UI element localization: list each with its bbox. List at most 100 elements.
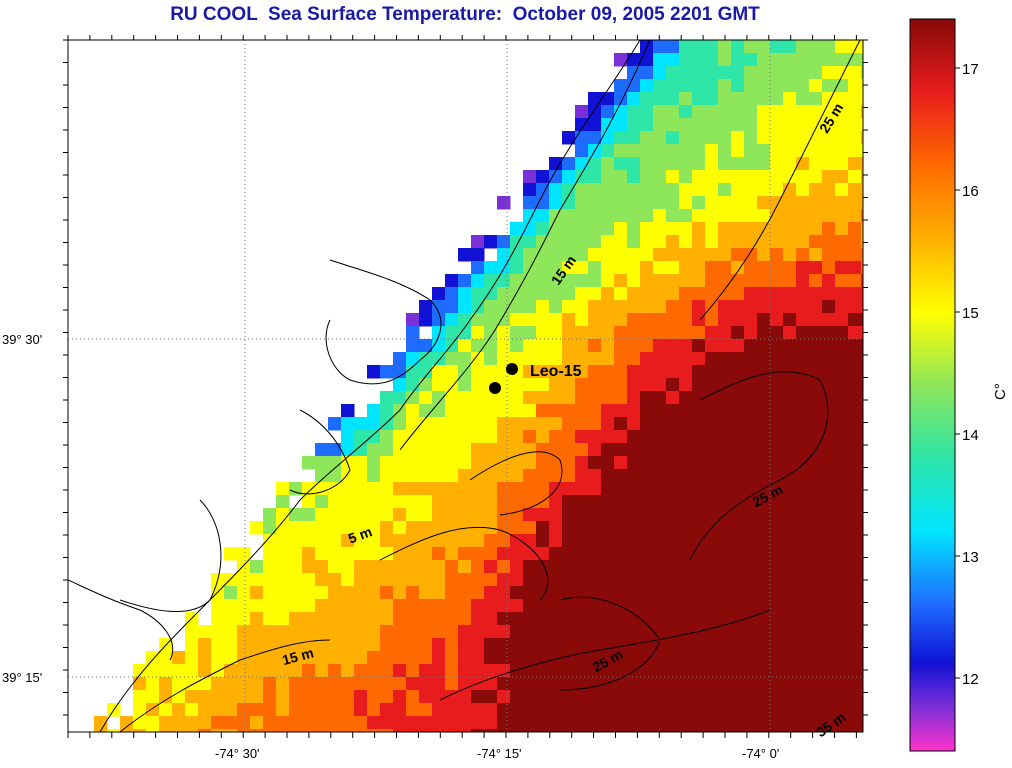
- sst-pixel: [770, 157, 784, 171]
- sst-pixel: [822, 66, 836, 80]
- sst-pixel: [172, 690, 186, 704]
- sst-pixel: [601, 105, 615, 119]
- sst-pixel: [614, 573, 628, 587]
- sst-pixel: [575, 209, 589, 223]
- sst-pixel: [367, 677, 381, 691]
- sst-pixel: [848, 235, 862, 249]
- sst-pixel: [484, 417, 498, 431]
- sst-pixel: [731, 157, 745, 171]
- sst-pixel: [172, 651, 186, 665]
- sst-pixel: [458, 664, 472, 678]
- sst-pixel: [770, 170, 784, 184]
- sst-pixel: [315, 469, 329, 483]
- sst-pixel: [783, 573, 797, 587]
- sst-pixel: [185, 651, 199, 665]
- sst-pixel: [601, 547, 615, 561]
- lat-label: 39° 15': [2, 670, 42, 685]
- sst-pixel: [510, 495, 524, 509]
- sst-pixel: [718, 118, 732, 132]
- sst-pixel: [770, 703, 784, 717]
- sst-pixel: [861, 651, 863, 665]
- sst-pixel: [705, 443, 719, 457]
- sst-pixel: [757, 222, 771, 236]
- sst-pixel: [731, 105, 745, 119]
- sst-pixel: [796, 664, 810, 678]
- sst-pixel: [484, 586, 498, 600]
- sst-pixel: [237, 690, 251, 704]
- sst-pixel: [419, 599, 433, 613]
- sst-pixel: [484, 313, 498, 327]
- sst-pixel: [666, 144, 680, 158]
- sst-pixel: [432, 703, 446, 717]
- sst-pixel: [549, 508, 563, 522]
- sst-pixel: [627, 287, 641, 301]
- contour-label: 5 m: [346, 523, 374, 546]
- sst-pixel: [562, 248, 576, 262]
- sst-pixel: [835, 651, 849, 665]
- sst-pixel: [705, 612, 719, 626]
- sst-pixel: [848, 105, 862, 119]
- sst-pixel: [562, 521, 576, 535]
- sst-pixel: [185, 729, 199, 732]
- sst-pixel: [744, 209, 758, 223]
- sst-pixel: [718, 391, 732, 405]
- sst-pixel: [588, 495, 602, 509]
- sst-pixel: [731, 521, 745, 535]
- sst-pixel: [406, 339, 420, 353]
- sst-pixel: [796, 599, 810, 613]
- sst-pixel: [432, 664, 446, 678]
- sst-pixel: [575, 573, 589, 587]
- sst-pixel: [705, 430, 719, 444]
- sst-pixel: [458, 599, 472, 613]
- sst-pixel: [406, 417, 420, 431]
- sst-pixel: [705, 534, 719, 548]
- sst-pixel: [861, 144, 863, 158]
- sst-pixel: [406, 508, 420, 522]
- sst-pixel: [653, 443, 667, 457]
- sst-pixel: [523, 677, 537, 691]
- sst-pixel: [861, 287, 863, 301]
- sst-pixel: [523, 690, 537, 704]
- sst-pixel: [848, 391, 862, 405]
- sst-pixel: [510, 677, 524, 691]
- sst-pixel: [497, 690, 511, 704]
- sst-pixel: [744, 716, 758, 730]
- sst-pixel: [562, 170, 576, 184]
- sst-pixel: [783, 105, 797, 119]
- sst-pixel: [549, 248, 563, 262]
- sst-pixel: [497, 586, 511, 600]
- sst-pixel: [627, 235, 641, 249]
- colorbar-tick-label: 12: [962, 671, 979, 688]
- sst-pixel: [445, 456, 459, 470]
- sst-pixel: [393, 352, 407, 366]
- sst-pixel: [692, 378, 706, 392]
- sst-pixel: [731, 339, 745, 353]
- sst-pixel: [705, 261, 719, 275]
- sst-pixel: [601, 586, 615, 600]
- sst-pixel: [861, 222, 863, 236]
- sst-pixel: [653, 703, 667, 717]
- sst-pixel: [848, 300, 862, 314]
- sst-pixel: [744, 248, 758, 262]
- sst-pixel: [471, 729, 485, 732]
- sst-pixel: [679, 495, 693, 509]
- sst-pixel: [640, 196, 654, 210]
- sst-pixel: [796, 248, 810, 262]
- sst-pixel: [263, 586, 277, 600]
- sst-pixel: [146, 690, 160, 704]
- sst-pixel: [809, 651, 823, 665]
- sst-pixel: [718, 170, 732, 184]
- sst-pixel: [198, 651, 212, 665]
- sst-pixel: [367, 690, 381, 704]
- sst-pixel: [757, 274, 771, 288]
- sst-pixel: [380, 664, 394, 678]
- sst-pixel: [315, 625, 329, 639]
- sst-pixel: [159, 690, 173, 704]
- sst-pixel: [575, 612, 589, 626]
- sst-pixel: [627, 66, 641, 80]
- sst-pixel: [510, 326, 524, 340]
- sst-pixel: [146, 677, 160, 691]
- sst-pixel: [445, 482, 459, 496]
- sst-pixel: [692, 703, 706, 717]
- sst-pixel: [497, 248, 511, 262]
